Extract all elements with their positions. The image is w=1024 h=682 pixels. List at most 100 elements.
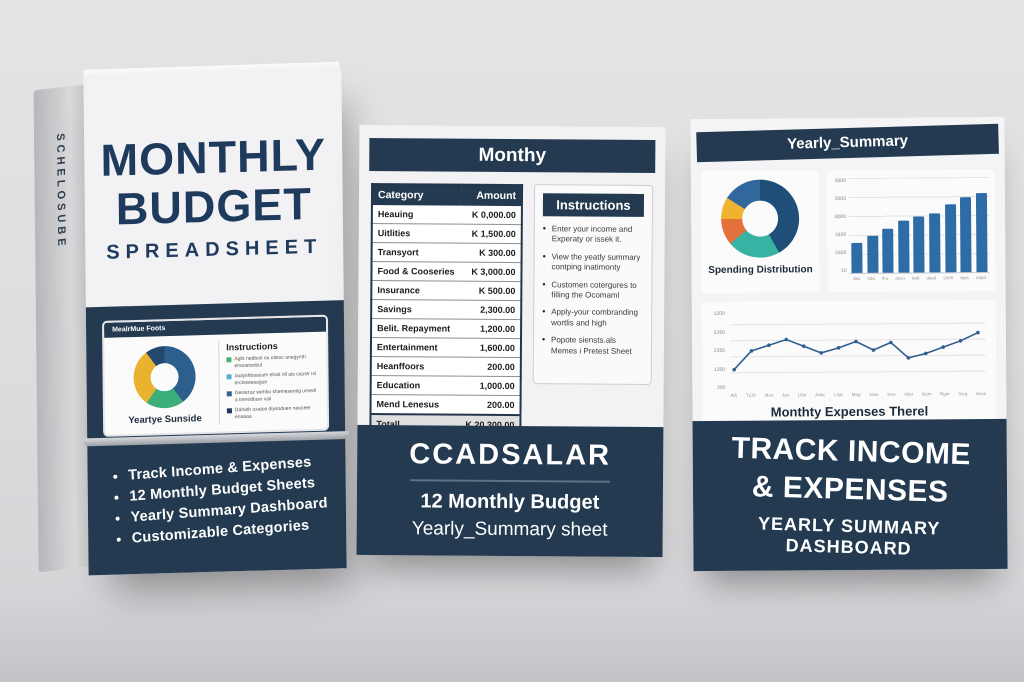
bar-y-tick-label: 8000 bbox=[834, 214, 847, 221]
instruction-item: View the yeatly summary contping inatimo… bbox=[542, 252, 643, 273]
yearly-footer-text: TRACK INCOME & EXPENSES YEARLY SUMMARY D… bbox=[691, 428, 1008, 562]
bar-y-tick-label: 3000 bbox=[834, 178, 846, 185]
laptop-instruction-item: Dahath uxatce diysoduen nauceer enaaaa bbox=[226, 405, 319, 421]
line-x-tick-label: Moo bbox=[764, 392, 774, 398]
bar-y-tick-label: 0000 bbox=[834, 196, 847, 203]
bar bbox=[975, 192, 988, 273]
footer-product-name: CCADSALAR bbox=[409, 438, 612, 472]
bar-x-tick-label: das bbox=[853, 275, 861, 281]
instruction-item: Enter your income and Experaty or issek … bbox=[543, 224, 644, 245]
category-cell: Savings bbox=[371, 299, 461, 320]
line-x-tick-label: Mog bbox=[851, 391, 861, 397]
data-point-marker bbox=[749, 349, 754, 353]
yearly-footer-line1: TRACK INCOME bbox=[731, 431, 972, 471]
laptop-screen-body: Yeartye Sunside Instructions Aght nedbot… bbox=[104, 332, 327, 435]
category-cell: Belit. Repayment bbox=[371, 318, 461, 339]
laptop-donut-chart bbox=[133, 345, 196, 410]
bar-x-tick-label: tatd bbox=[911, 275, 920, 281]
line-x-tick-label: ssse bbox=[869, 391, 879, 397]
amount-cell: K 300.00 bbox=[460, 243, 522, 263]
line-plot-area bbox=[729, 322, 987, 374]
line-y-tick-label: 300 bbox=[716, 384, 726, 391]
table-row: Entertainment 1,600.00 bbox=[370, 337, 522, 358]
category-cell: Entertainment bbox=[370, 337, 461, 358]
table-column-header: Category bbox=[371, 184, 462, 206]
box-title-line2: BUDGET bbox=[115, 177, 313, 235]
box-lower-section: MealrMue Foots Yeartye Sunside Instructi… bbox=[82, 300, 350, 576]
laptop-instruction-text: Getrezaz wehbu shemesentig umedl a treno… bbox=[234, 387, 316, 403]
bar-chart-card: 3000 0000 8000 2400 2400 10 das nda firu aszo tat… bbox=[826, 168, 996, 293]
monthly-sheet-panel: Monthy Category Amount Heauing K 0,000.00 Ui… bbox=[356, 124, 666, 558]
bullet-square-icon bbox=[226, 391, 232, 397]
yearly-header-title: Yearly_Summary bbox=[786, 132, 909, 153]
amount-cell: 1,000.00 bbox=[459, 376, 521, 396]
instruction-item: Popote siensts.als Memes i Pretest Sheet bbox=[542, 335, 643, 356]
line-x-tick-label: Rgni bbox=[940, 391, 950, 397]
line-x-tick-label: L4ar bbox=[833, 392, 844, 398]
yearly-summary-panel: Yearly_Summary Spending Distribution 300… bbox=[690, 116, 1008, 572]
bar-y-tick-label: 10 bbox=[840, 268, 847, 275]
category-cell: Mend Lenesus bbox=[370, 394, 460, 415]
table-row: Food & Cooseries K 3,000.00 bbox=[371, 261, 522, 282]
spending-donut-caption: Spending Distribution bbox=[708, 264, 813, 276]
box-spine-text: SCHELOSUBE bbox=[54, 132, 68, 251]
bar-x-tick-label: nda bbox=[867, 275, 875, 281]
laptop-instruction-text: Aght nedbotl ou nlstoc anegynth ehaneton… bbox=[234, 354, 306, 369]
line-y-tick-label: 5260 bbox=[713, 329, 725, 336]
bullet-square-icon bbox=[226, 408, 232, 414]
line-x-tick-label: srve bbox=[887, 391, 896, 397]
laptop-instructions-area: Instructions Aght nedbotl ou nlstoc aneg… bbox=[218, 337, 322, 425]
footer-line2: Yearly_Summary sheet bbox=[411, 518, 608, 541]
line-x-tick-label: Jyo bbox=[782, 392, 790, 398]
line-x-tick-label: n6sr bbox=[904, 391, 914, 397]
amount-cell: K 3,000.00 bbox=[460, 262, 522, 282]
bar bbox=[929, 213, 941, 273]
gridline bbox=[729, 338, 986, 342]
bar-chart: 3000 0000 8000 2400 2400 10 das nda firu aszo tat… bbox=[833, 177, 990, 290]
category-cell: Heanffoors bbox=[370, 356, 461, 377]
laptop-instruction-item: Aght nedbotl ou nlstoc anegynth ehaneton… bbox=[226, 354, 318, 370]
gridline bbox=[730, 354, 987, 358]
bar bbox=[960, 196, 972, 273]
data-point-marker bbox=[784, 337, 789, 342]
category-cell: Heauing bbox=[371, 205, 462, 225]
data-point-marker bbox=[854, 339, 858, 344]
table-row: Education 1,000.00 bbox=[370, 375, 521, 396]
line-x-tick-label: L6sr bbox=[797, 392, 807, 398]
table-row: Transyort K 300.00 bbox=[371, 242, 522, 263]
box-feature-list: Track Income & Expenses12 Monthly Budget… bbox=[128, 451, 332, 550]
bar-x-tick-label: aszo bbox=[895, 275, 905, 281]
box-spine: SCHELOSUBE bbox=[33, 84, 91, 573]
amount-cell: 2,300.00 bbox=[460, 300, 522, 320]
amount-cell: 1,600.00 bbox=[460, 338, 522, 358]
box-title-line3: SPREADSHEET bbox=[106, 235, 323, 264]
line-x-tick-label: Ssrg bbox=[958, 391, 968, 397]
data-point-marker bbox=[801, 344, 806, 349]
bar-y-tick-label: 2400 bbox=[835, 232, 847, 239]
table-body: Heauing K 0,000.00 Uitlities K 1,500.00 Tran… bbox=[370, 205, 522, 416]
bar-x-tick-label: firu bbox=[881, 275, 889, 281]
laptop-instruction-text: Iaulyshbaacam ehait oll ats caustr ixl e… bbox=[234, 370, 317, 386]
category-cell: Insurance bbox=[371, 280, 461, 301]
line-x-tick-label: Tx16 bbox=[745, 392, 756, 398]
laptop-instruction-item: Iaulyshbaacam ehait oll ats caustr ixl e… bbox=[226, 370, 319, 387]
data-point-marker bbox=[923, 351, 928, 356]
gridline bbox=[730, 370, 987, 374]
table-row: Heauing K 0,000.00 bbox=[371, 205, 522, 225]
line-plot-wrap: Ath Tx16 Moo Jyo L6sr Adsc L4ar Mog ssse srve n6sr… bbox=[728, 309, 989, 398]
spending-donut-chart bbox=[720, 179, 800, 258]
laptop-instruction-item: Getrezaz wehbu shemesentig umedl a treno… bbox=[226, 387, 319, 404]
category-cell: Transyort bbox=[371, 242, 461, 263]
amount-cell: K 1,500.00 bbox=[460, 224, 522, 244]
footer-line1: 12 Monthly Budget bbox=[420, 490, 600, 514]
bullet-square-icon bbox=[226, 374, 232, 380]
bar-x-axis: das nda firu aszo tatd dasd 2440 tdas ndad bbox=[850, 275, 990, 281]
instructions-card: Instructions Enter your income and Exper… bbox=[532, 184, 654, 385]
table-row: Savings 2,300.00 bbox=[371, 299, 522, 320]
bar bbox=[882, 228, 894, 273]
box-title: MONTHLY BUDGET SPREADSHEET bbox=[83, 68, 343, 265]
data-point-marker bbox=[976, 330, 980, 335]
monthly-content: Category Amount Heauing K 0,000.00 Uitlities… bbox=[357, 171, 665, 437]
spending-donut-card: Spending Distribution bbox=[700, 170, 820, 294]
product-box: SCHELOSUBE MONTHLY BUDGET SPREADSHEET Me… bbox=[33, 61, 350, 576]
